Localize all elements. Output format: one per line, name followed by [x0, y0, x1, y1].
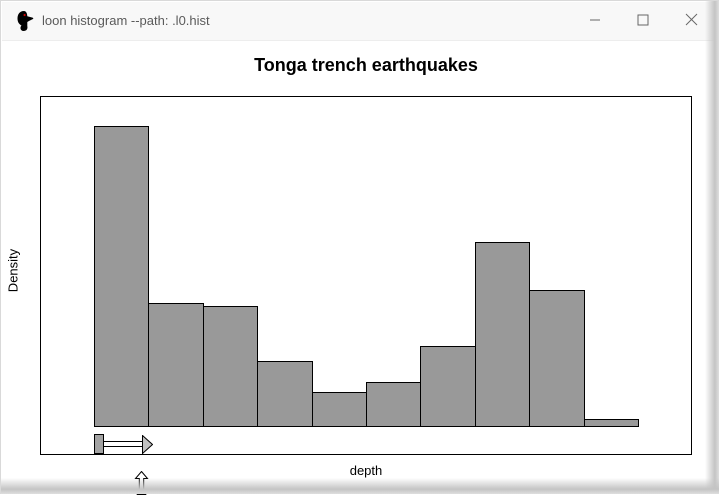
chart-title: Tonga trench earthquakes: [254, 55, 478, 75]
close-icon: [685, 13, 698, 29]
x-axis-label: depth: [349, 463, 383, 478]
loon-app-icon: [15, 10, 35, 32]
minimize-button[interactable]: [572, 2, 618, 40]
histogram-bar[interactable]: [203, 306, 258, 427]
titlebar[interactable]: loon histogram --path: .l0.hist: [2, 2, 719, 41]
histogram-bar[interactable]: [312, 392, 367, 427]
maximize-icon: [637, 14, 649, 29]
histogram-bar[interactable]: [94, 126, 149, 427]
maximize-button[interactable]: [620, 2, 666, 40]
close-button[interactable]: [668, 2, 714, 40]
binwidth-arrow-shaft[interactable]: [103, 441, 143, 447]
histogram-bar[interactable]: [529, 290, 585, 427]
up-arrow-cursor-icon: [134, 470, 149, 500]
histogram-bar[interactable]: [366, 382, 421, 427]
histogram-bar[interactable]: [257, 361, 313, 427]
binwidth-arrow-icon[interactable]: [142, 434, 154, 459]
histogram-bar[interactable]: [475, 242, 530, 427]
histogram-bar[interactable]: [584, 419, 639, 427]
histogram-bar[interactable]: [420, 346, 476, 427]
histogram-bar[interactable]: [148, 303, 204, 427]
minimize-icon: [589, 14, 601, 29]
window-title: loon histogram --path: .l0.hist: [42, 13, 210, 28]
y-axis-label: Density: [5, 248, 21, 293]
